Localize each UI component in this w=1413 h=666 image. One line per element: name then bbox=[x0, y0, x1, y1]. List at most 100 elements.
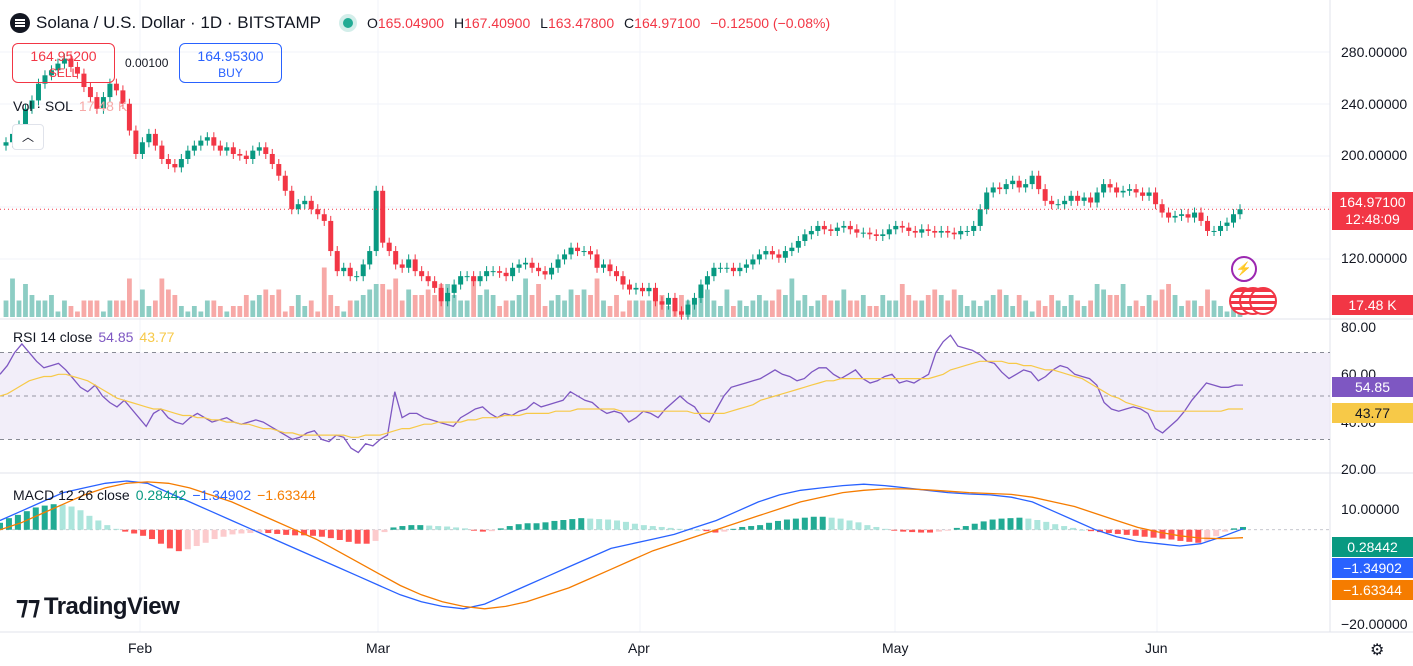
volume-bar bbox=[3, 300, 9, 317]
candle-body bbox=[555, 259, 561, 268]
close-value: 164.97100 bbox=[634, 15, 701, 31]
candle-body bbox=[1205, 220, 1211, 231]
macd-histogram-bar bbox=[292, 529, 299, 536]
candle-body bbox=[107, 83, 113, 98]
macd-histogram-bar bbox=[426, 525, 433, 530]
time-tick-mar: Mar bbox=[366, 640, 391, 656]
volume-bar bbox=[568, 289, 574, 317]
candle-body bbox=[68, 58, 74, 67]
volume-bar bbox=[575, 295, 580, 317]
volume-bar bbox=[1042, 306, 1048, 317]
candle-body bbox=[1029, 175, 1035, 185]
candle-body bbox=[575, 247, 581, 252]
volume-bar bbox=[204, 300, 210, 317]
macd-histogram-bar bbox=[506, 526, 513, 530]
rsi-legend[interactable]: RSI 14 close 54.85 43.77 bbox=[13, 329, 174, 345]
macd-histogram-bar bbox=[631, 523, 638, 530]
candle-body bbox=[860, 232, 866, 234]
volume-bar bbox=[282, 311, 288, 317]
macd-histogram-bar bbox=[1070, 527, 1077, 530]
volume-bar bbox=[718, 306, 723, 317]
candle-body bbox=[1133, 189, 1139, 193]
ohlc-readout: O165.04900 H167.40900 L163.47800 C164.97… bbox=[367, 15, 836, 31]
candle-body bbox=[42, 75, 48, 84]
candle-body bbox=[126, 103, 132, 131]
buy-button[interactable]: 164.95300 BUY bbox=[179, 43, 282, 83]
candle-body bbox=[1088, 197, 1094, 203]
volume-bar bbox=[1016, 295, 1022, 317]
volume-bar bbox=[393, 278, 399, 317]
candle-body bbox=[29, 100, 35, 109]
volume-bar bbox=[55, 311, 61, 317]
candle-body bbox=[1094, 192, 1100, 203]
market-status-icon[interactable] bbox=[342, 18, 353, 28]
sell-price: 164.95200 bbox=[30, 48, 97, 64]
macd-histogram-bar bbox=[354, 529, 361, 544]
volume-bar bbox=[945, 300, 951, 317]
candle-body bbox=[419, 271, 425, 277]
volume-bar bbox=[464, 300, 470, 317]
volume-bar bbox=[256, 295, 262, 317]
volume-bar bbox=[1094, 284, 1100, 317]
macd-histogram-bar bbox=[524, 523, 531, 530]
macd-badge: −1.34902 bbox=[1332, 558, 1413, 578]
lightning-event-icon[interactable]: ⚡ bbox=[1231, 256, 1257, 282]
macd-hist-badge: 0.28442 bbox=[1332, 537, 1413, 557]
volume-bar bbox=[834, 300, 840, 317]
sell-button[interactable]: 164.95200 SELL bbox=[12, 43, 115, 83]
volume-bar bbox=[399, 300, 405, 317]
candle-body bbox=[620, 276, 626, 285]
volume-bar bbox=[354, 300, 360, 317]
time-tick-apr: Apr bbox=[628, 640, 650, 656]
volume-bar bbox=[1029, 311, 1035, 317]
macd-histogram-bar bbox=[694, 529, 701, 531]
close-label: C bbox=[624, 15, 635, 31]
volume-legend[interactable]: Vol · SOL 17.48 K bbox=[13, 98, 127, 114]
candle-body bbox=[672, 297, 678, 312]
time-tick-may: May bbox=[882, 640, 909, 656]
volume-bar bbox=[23, 284, 28, 317]
macd-histogram-bar bbox=[220, 529, 227, 537]
volume-bar bbox=[542, 306, 548, 317]
volume-bar bbox=[62, 300, 67, 317]
macd-histogram-bar bbox=[1150, 529, 1157, 538]
rsi-tick-20: 20.00 bbox=[1341, 461, 1377, 477]
volume-bar bbox=[1055, 300, 1061, 317]
volume-bar bbox=[549, 300, 554, 317]
candle-body bbox=[925, 229, 931, 231]
macd-histogram-bar bbox=[801, 517, 808, 530]
economic-events-icon[interactable] bbox=[1229, 287, 1277, 315]
volume-bar bbox=[88, 300, 93, 317]
macd-histogram-bar bbox=[944, 529, 951, 531]
volume-bar bbox=[49, 295, 54, 317]
volume-bar bbox=[782, 295, 788, 317]
last-price-badge: 164.97100 12:48:09 bbox=[1332, 192, 1413, 230]
candle-body bbox=[821, 225, 827, 230]
volume-bar bbox=[1172, 295, 1178, 317]
collapse-legend-button[interactable]: ︿ bbox=[12, 124, 44, 150]
macd-histogram-bar bbox=[605, 519, 612, 530]
candle-body bbox=[334, 251, 340, 272]
spread-value: 0.00100 bbox=[125, 56, 169, 70]
tradingview-logo[interactable]: ⁊⁊ TradingView bbox=[16, 591, 180, 621]
volume-bar bbox=[263, 289, 269, 317]
rsi-tick-80: 80.00 bbox=[1341, 319, 1377, 335]
volume-bar bbox=[1120, 284, 1126, 317]
macd-legend[interactable]: MACD 12 26 close 0.28442 −1.34902 −1.63344 bbox=[13, 487, 316, 503]
macd-histogram-bar bbox=[953, 527, 960, 530]
symbol-title[interactable]: Solana / U.S. Dollar · 1D · BITSTAMP bbox=[36, 13, 321, 32]
candle-body bbox=[250, 150, 256, 159]
volume-bar bbox=[808, 306, 814, 317]
candle-body bbox=[659, 301, 665, 305]
candle-body bbox=[451, 284, 457, 293]
candle-body bbox=[328, 220, 334, 252]
volume-bar bbox=[763, 300, 769, 317]
macd-hist-legend-value: 0.28442 bbox=[135, 487, 187, 503]
candle-body bbox=[1198, 212, 1204, 221]
settings-gear-icon[interactable]: ⚙ bbox=[1370, 642, 1385, 659]
candle-body bbox=[289, 190, 295, 210]
volume-bar bbox=[510, 300, 515, 317]
candle-body bbox=[263, 147, 269, 154]
macd-histogram-bar bbox=[855, 522, 862, 530]
